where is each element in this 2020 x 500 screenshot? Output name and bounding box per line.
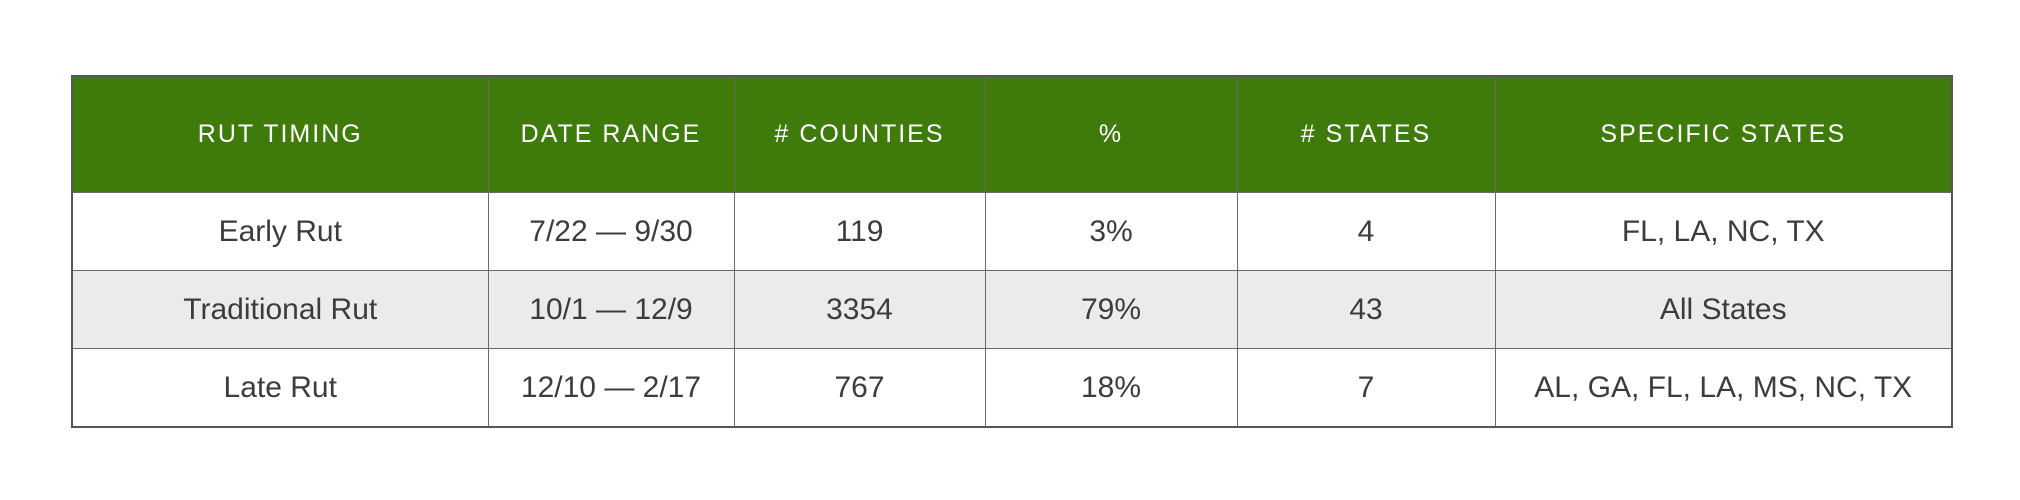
cell-counties: 119 (733, 192, 986, 271)
cell-rut-timing: Traditional Rut (71, 270, 489, 349)
column-header-date-range: DATE RANGE (487, 75, 735, 193)
cell-percent: 3% (984, 192, 1238, 271)
cell-date-range: 7/22 — 9/30 (487, 192, 735, 271)
cell-counties: 767 (733, 348, 986, 428)
rut-timing-table: RUT TIMING DATE RANGE # COUNTIES % # STA… (71, 75, 1953, 428)
cell-states: 7 (1236, 348, 1496, 428)
cell-specific-states: AL, GA, FL, LA, MS, NC, TX (1494, 348, 1953, 428)
cell-percent: 18% (984, 348, 1238, 428)
table-row: Traditional Rut 10/1 — 12/9 3354 79% 43 … (71, 270, 1953, 349)
cell-date-range: 10/1 — 12/9 (487, 270, 735, 349)
table-row: Early Rut 7/22 — 9/30 119 3% 4 FL, LA, N… (71, 192, 1953, 271)
cell-specific-states: FL, LA, NC, TX (1494, 192, 1953, 271)
cell-date-range: 12/10 — 2/17 (487, 348, 735, 428)
cell-specific-states: All States (1494, 270, 1953, 349)
cell-states: 4 (1236, 192, 1496, 271)
table-header-row: RUT TIMING DATE RANGE # COUNTIES % # STA… (71, 75, 1953, 193)
table-row: Late Rut 12/10 — 2/17 767 18% 7 AL, GA, … (71, 348, 1953, 428)
cell-counties: 3354 (733, 270, 986, 349)
column-header-counties: # COUNTIES (733, 75, 986, 193)
column-header-percent: % (984, 75, 1238, 193)
column-header-states: # STATES (1236, 75, 1496, 193)
cell-rut-timing: Early Rut (71, 192, 489, 271)
cell-percent: 79% (984, 270, 1238, 349)
rut-timing-table-container: RUT TIMING DATE RANGE # COUNTIES % # STA… (71, 75, 1953, 428)
cell-rut-timing: Late Rut (71, 348, 489, 428)
column-header-specific-states: SPECIFIC STATES (1494, 75, 1953, 193)
column-header-rut-timing: RUT TIMING (71, 75, 489, 193)
cell-states: 43 (1236, 270, 1496, 349)
